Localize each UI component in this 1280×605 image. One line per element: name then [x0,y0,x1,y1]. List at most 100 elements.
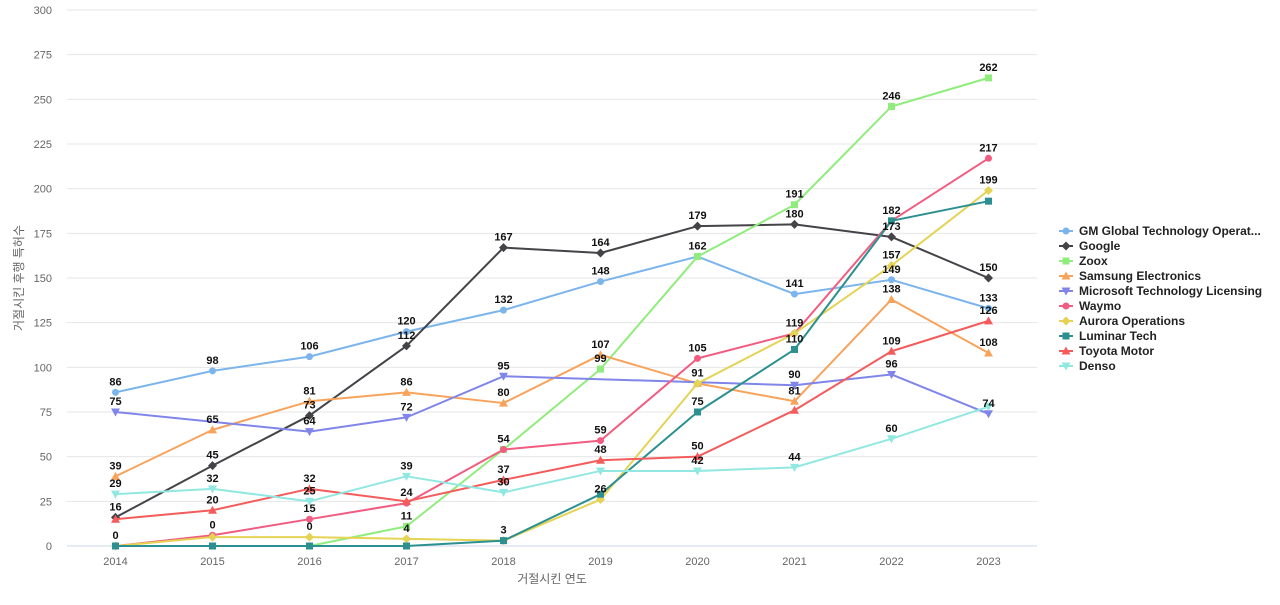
data-point [597,278,604,286]
data-point [499,372,508,381]
data-point [208,425,217,434]
data-point [791,345,798,353]
series-path [309,76,989,547]
data-label: 120 [397,316,415,328]
data-label: 75 [109,396,121,408]
data-label: 74 [982,398,995,410]
data-point [596,248,605,258]
series-path [115,319,989,521]
series-path [115,255,989,394]
data-label: 105 [688,342,706,354]
data-label: 90 [788,369,800,381]
data-label: 96 [885,358,897,370]
data-point [887,346,896,355]
legend-label: Microsoft Technology Licensing [1079,284,1262,298]
data-point [402,413,411,422]
data-point [887,294,896,303]
data-label: 37 [497,464,509,476]
legend-item[interactable]: Waymo [1059,299,1121,313]
data-point [693,221,702,231]
data-label: 11 [401,510,413,522]
data-point [500,306,507,314]
legend-item[interactable]: Luminar Tech [1059,329,1157,343]
data-label: 95 [497,360,509,372]
legend-item[interactable]: Samsung Electronics [1059,269,1201,283]
data-label: 0 [209,519,215,531]
data-label: 138 [882,283,900,295]
data-label: 106 [300,341,318,353]
legend-item[interactable]: Denso [1059,359,1116,373]
legend: GM Global Technology Operat...GoogleZoox… [1059,224,1262,373]
data-point [887,260,896,270]
series-path [115,157,990,547]
data-point [112,542,119,550]
y-tick-label: 125 [34,318,52,330]
y-axis-ticks: 0 25 50 75 100 125 150 175 200 225 250 275 300 [34,5,52,553]
legend-item[interactable]: GM Global Technology Operat... [1059,224,1261,238]
grid-lines [67,9,1037,547]
y-tick-label: 225 [34,139,52,151]
data-point [888,217,895,225]
data-point [1061,271,1071,280]
series-line [112,154,992,550]
legend-item[interactable]: Aurora Operations [1059,314,1185,328]
data-point [305,396,314,405]
x-axis-ticks: 2014 2015 2016 2017 2018 2019 2020 2021 2022 2023 [103,556,1000,568]
legend-item[interactable]: Microsoft Technology Licensing [1059,284,1262,298]
data-label: 48 [594,444,606,456]
legend-label: Luminar Tech [1079,329,1157,343]
data-point [209,542,216,550]
data-label: 157 [882,249,900,261]
data-label: 81 [303,385,315,397]
data-label: 45 [206,450,218,462]
data-point [984,273,993,283]
data-point [1061,346,1071,355]
data-point [791,201,798,209]
series-path [115,200,989,547]
data-point [500,446,507,454]
legend-item[interactable]: Toyota Motor [1059,344,1154,358]
series-line [111,370,993,437]
data-point [208,485,217,494]
data-label: 20 [206,494,218,506]
data-point [111,514,120,523]
data-label: 64 [303,416,316,428]
data-point [985,74,992,82]
data-point [1061,362,1071,371]
data-label: 26 [594,484,606,496]
series-path [115,189,990,547]
data-point [1062,257,1070,265]
x-axis-title: 거절시킨 연도 [517,572,587,586]
data-label: 109 [882,335,900,347]
data-label: 30 [497,476,509,488]
series-path [115,373,989,433]
data-point [402,496,411,505]
legend-item[interactable]: Zoox [1059,254,1108,268]
legend-label: Toyota Motor [1079,344,1154,358]
data-point [985,304,992,312]
data-label: 141 [785,278,803,290]
data-label: 164 [591,237,610,249]
data-label: 3 [500,525,506,537]
data-label: 59 [594,425,606,437]
data-point [208,461,217,471]
data-label: 191 [785,189,803,201]
data-point [693,467,702,476]
series-line [306,74,992,550]
data-point [111,490,120,499]
legend-item[interactable]: Google [1059,239,1121,253]
data-point [597,490,604,498]
data-point [112,388,119,396]
series-line [111,219,993,522]
series-line [112,253,992,396]
series-line [111,316,993,523]
data-label: 199 [979,174,997,186]
data-point [499,398,508,407]
data-point [499,475,508,484]
y-tick-label: 250 [34,94,52,106]
data-point [306,515,313,523]
data-label: 99 [594,353,606,365]
y-tick-label: 275 [34,50,52,62]
series-path [115,223,989,519]
